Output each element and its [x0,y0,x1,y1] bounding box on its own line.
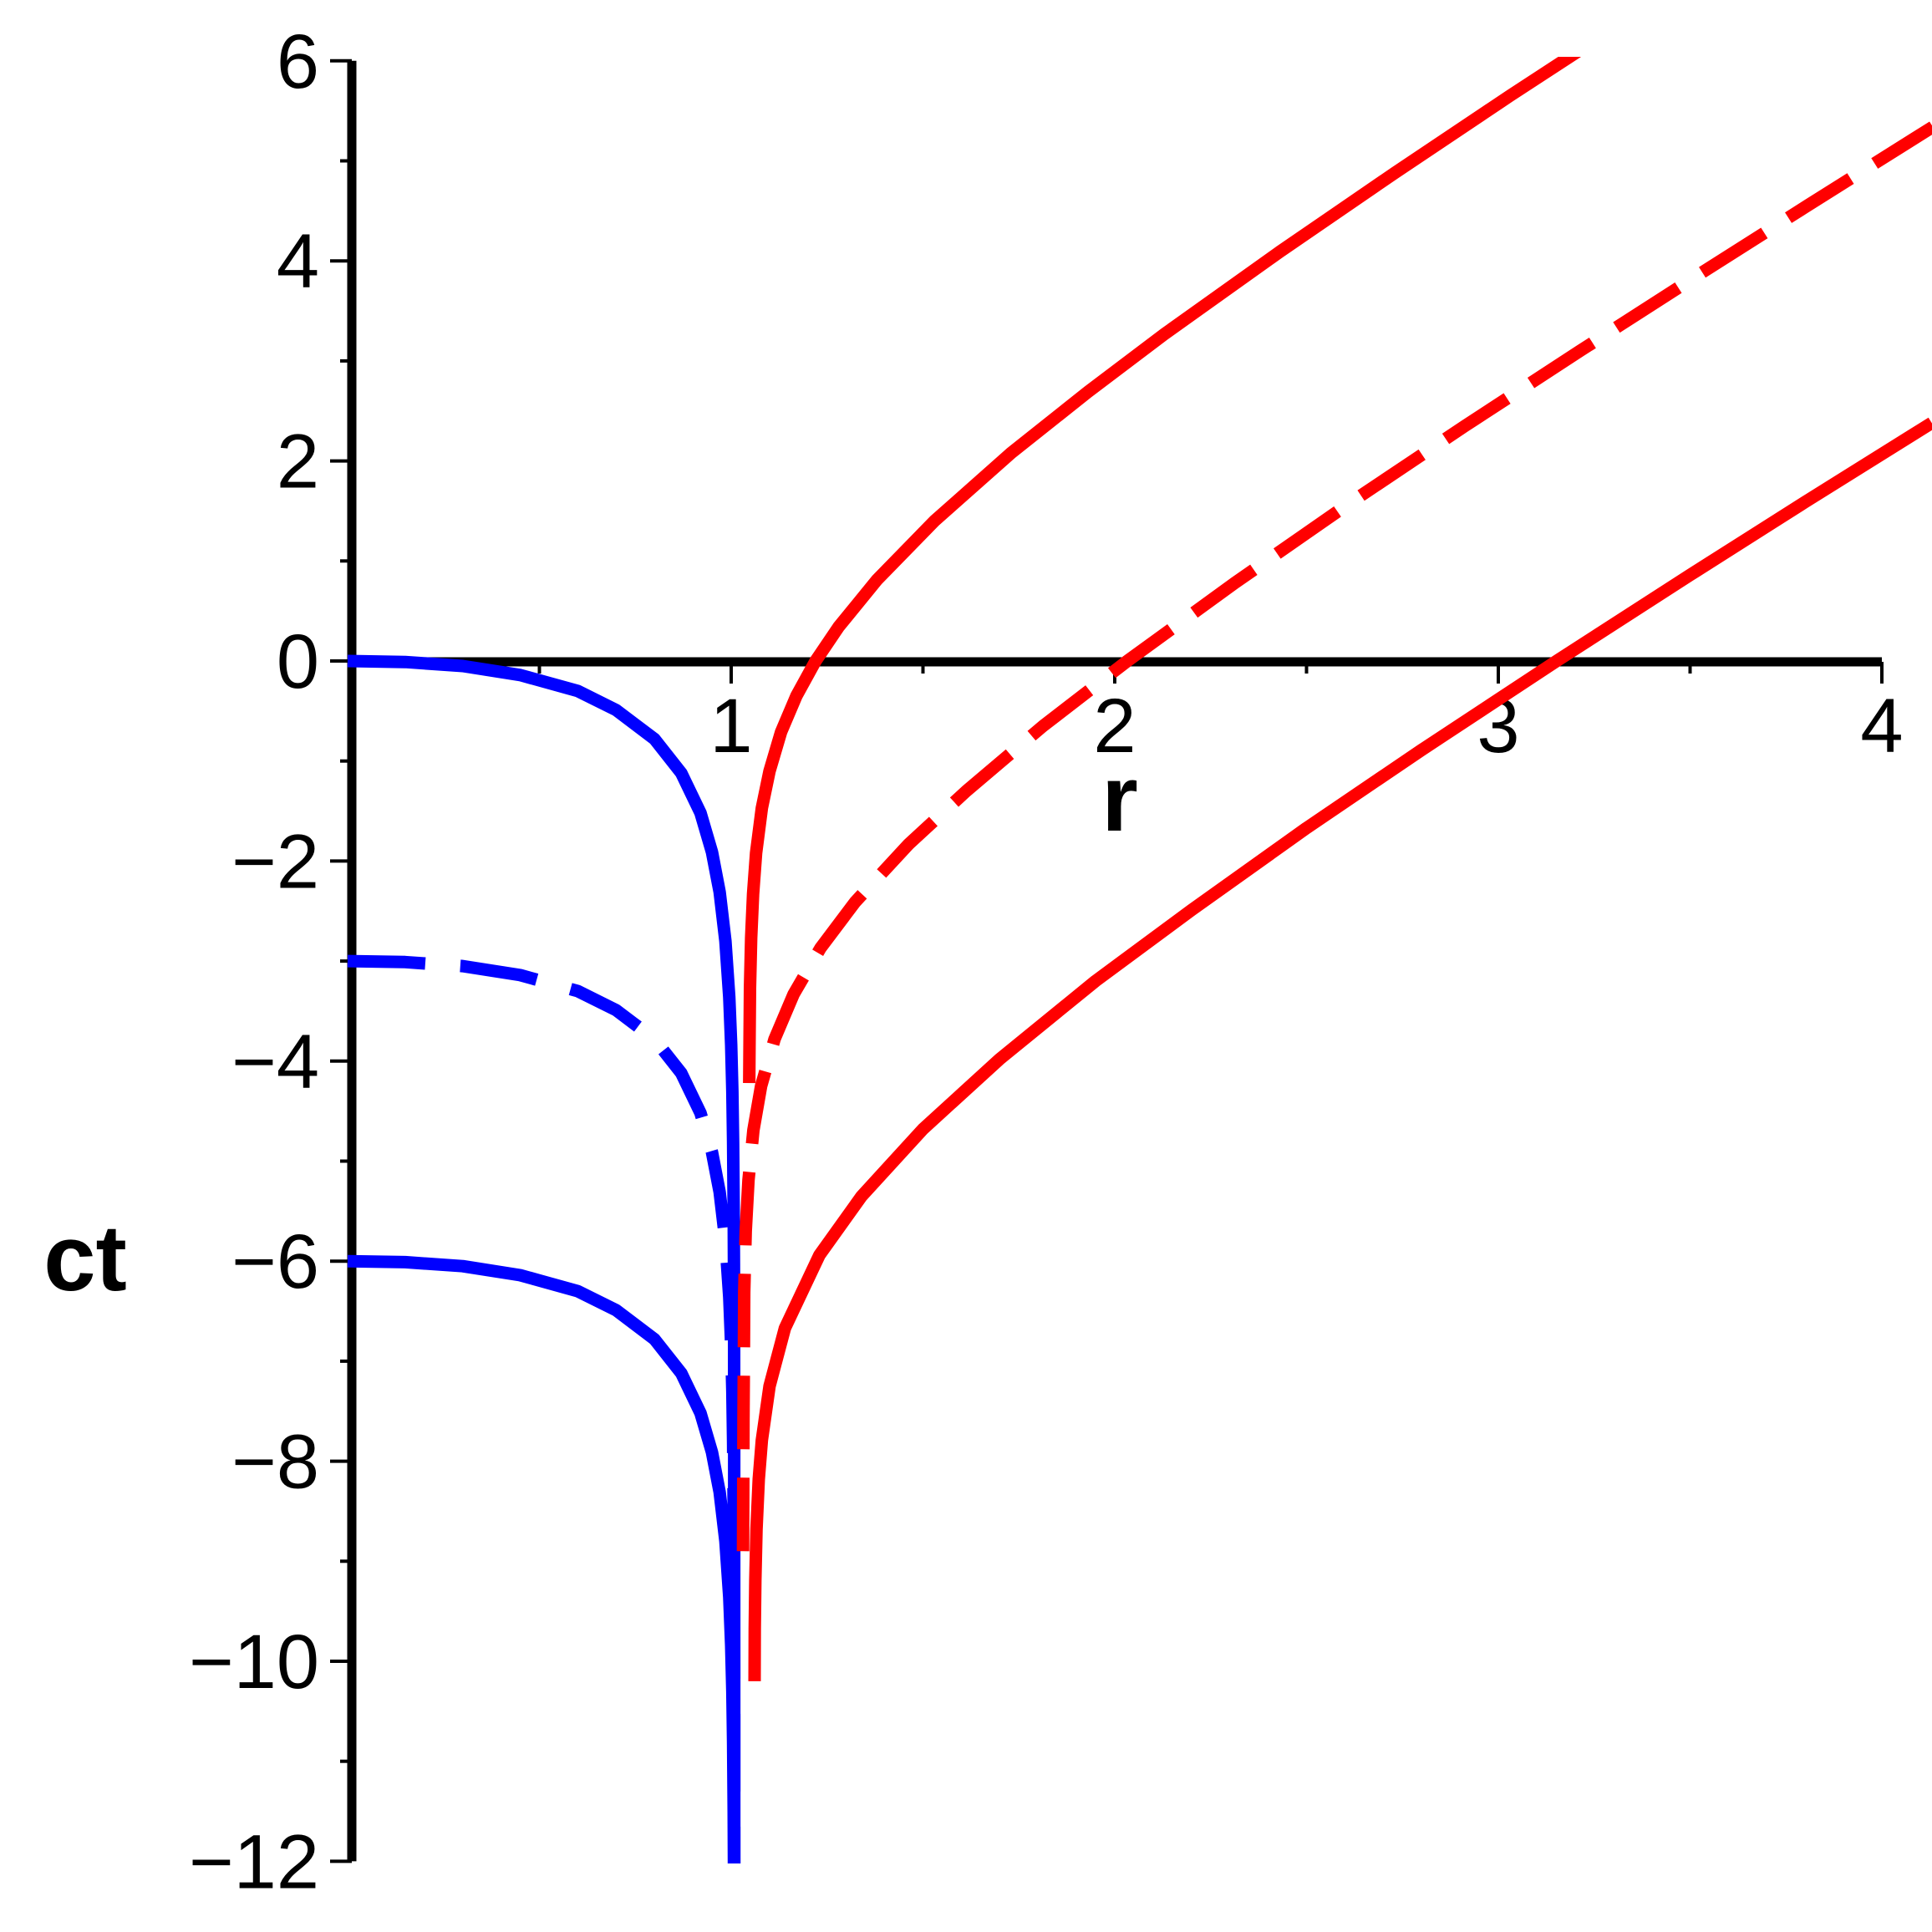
y-tick-label--6: −6 [231,1219,319,1304]
x-tick-label-2: 2 [1093,684,1136,769]
curve-outgoing-ray-solid-lower [748,417,1932,1681]
curve-infalling-ray-solid-upper [347,654,741,1863]
y-tick-label--8: −8 [231,1420,319,1505]
curve-outgoing-ray-dashed-middle [736,121,1932,1552]
y-tick-label-2: 2 [277,419,319,505]
curve-infalling-ray-dashed-middle [347,954,741,1863]
curve-outgoing-ray-solid-upper [743,57,1582,1084]
y-axis-label: ct [43,1206,127,1310]
x-tick-label-1: 1 [709,684,752,769]
y-tick-label-6: 6 [277,19,319,104]
x-tick-label-4: 4 [1860,684,1903,769]
y-tick-label--10: −10 [189,1619,319,1705]
x-axis-label: r [1101,746,1138,851]
y-tick-label--12: −12 [189,1819,319,1904]
curve-infalling-ray-solid-lower [347,1254,740,1863]
y-tick-label-0: 0 [277,619,319,704]
y-tick-label--4: −4 [231,1019,319,1105]
y-tick-label--2: −2 [231,819,319,904]
y-tick-label-4: 4 [277,219,319,304]
